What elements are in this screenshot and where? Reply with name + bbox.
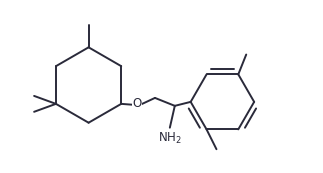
Text: O: O [132, 97, 142, 110]
Text: NH$_2$: NH$_2$ [158, 131, 182, 146]
